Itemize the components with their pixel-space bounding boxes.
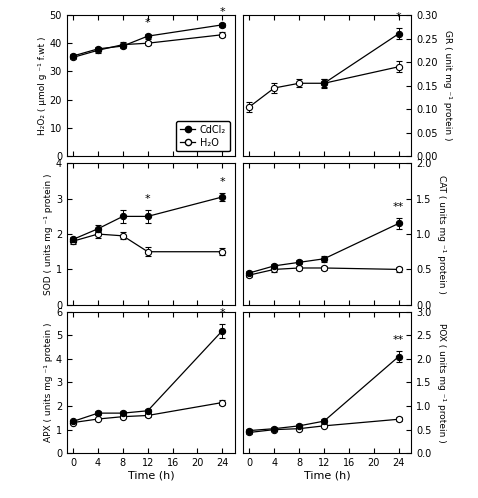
Y-axis label: CAT ( units mg ⁻¹ protein ): CAT ( units mg ⁻¹ protein ) <box>437 175 446 293</box>
Text: *: * <box>219 7 225 17</box>
Text: **: ** <box>393 335 404 345</box>
Legend: CdCl₂, H₂O: CdCl₂, H₂O <box>176 121 230 151</box>
Text: **: ** <box>393 202 404 212</box>
Text: *: * <box>219 308 225 318</box>
Y-axis label: GR ( unit mg ⁻¹ protein ): GR ( unit mg ⁻¹ protein ) <box>443 30 452 141</box>
Y-axis label: APX ( units mg ⁻¹ protein ): APX ( units mg ⁻¹ protein ) <box>44 323 53 442</box>
Text: *: * <box>145 194 151 204</box>
X-axis label: Time (h): Time (h) <box>304 471 350 481</box>
Text: *: * <box>396 12 402 22</box>
Text: *: * <box>145 18 151 28</box>
X-axis label: Time (h): Time (h) <box>128 471 174 481</box>
Y-axis label: SOD ( units mg ⁻¹ protein ): SOD ( units mg ⁻¹ protein ) <box>44 173 53 295</box>
Y-axis label: H₂O₂ ( μmol g ⁻¹ f.wt ): H₂O₂ ( μmol g ⁻¹ f.wt ) <box>38 36 47 135</box>
Text: *: * <box>219 177 225 187</box>
Y-axis label: POX ( units mg ⁻¹ protein ): POX ( units mg ⁻¹ protein ) <box>437 323 446 442</box>
